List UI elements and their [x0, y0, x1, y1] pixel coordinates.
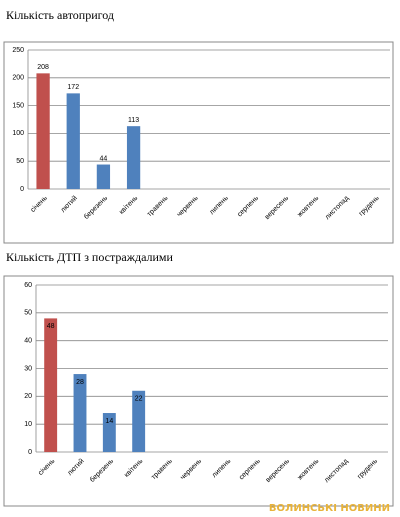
y-tick-label: 100 [12, 130, 24, 137]
y-tick-label: 250 [12, 47, 24, 54]
data-label: 48 [47, 323, 55, 330]
y-tick-label: 150 [12, 102, 24, 109]
y-tick-label: 60 [24, 282, 32, 289]
data-label: 44 [100, 155, 108, 162]
y-tick-label: 0 [20, 186, 24, 193]
bar [73, 374, 87, 452]
y-tick-label: 200 [12, 75, 24, 82]
chart-title: Кількість автопригод [6, 8, 114, 22]
chart-frame [3, 275, 394, 507]
data-label: 22 [135, 396, 143, 403]
bar [126, 126, 141, 189]
data-label: 172 [67, 84, 79, 91]
bar [36, 73, 50, 189]
data-label: 28 [76, 379, 84, 386]
y-tick-label: 50 [16, 158, 24, 165]
bar [132, 390, 146, 452]
y-tick-label: 30 [24, 365, 32, 372]
y-tick-label: 10 [24, 421, 32, 428]
y-tick-label: 40 [24, 338, 32, 345]
y-tick-label: 20 [24, 393, 32, 400]
watermark: ВОЛИНСЬКІ НОВИНИ [269, 503, 390, 514]
data-label: 14 [105, 418, 113, 425]
bar [44, 318, 58, 452]
bar [96, 164, 111, 189]
y-tick-label: 50 [24, 310, 32, 317]
data-label: 113 [128, 117, 139, 124]
y-tick-label: 0 [28, 449, 32, 456]
bar [102, 413, 116, 452]
bar [66, 93, 80, 189]
data-label: 208 [37, 64, 49, 71]
chart-title: Кількість ДТП з постраждалими [6, 250, 174, 264]
